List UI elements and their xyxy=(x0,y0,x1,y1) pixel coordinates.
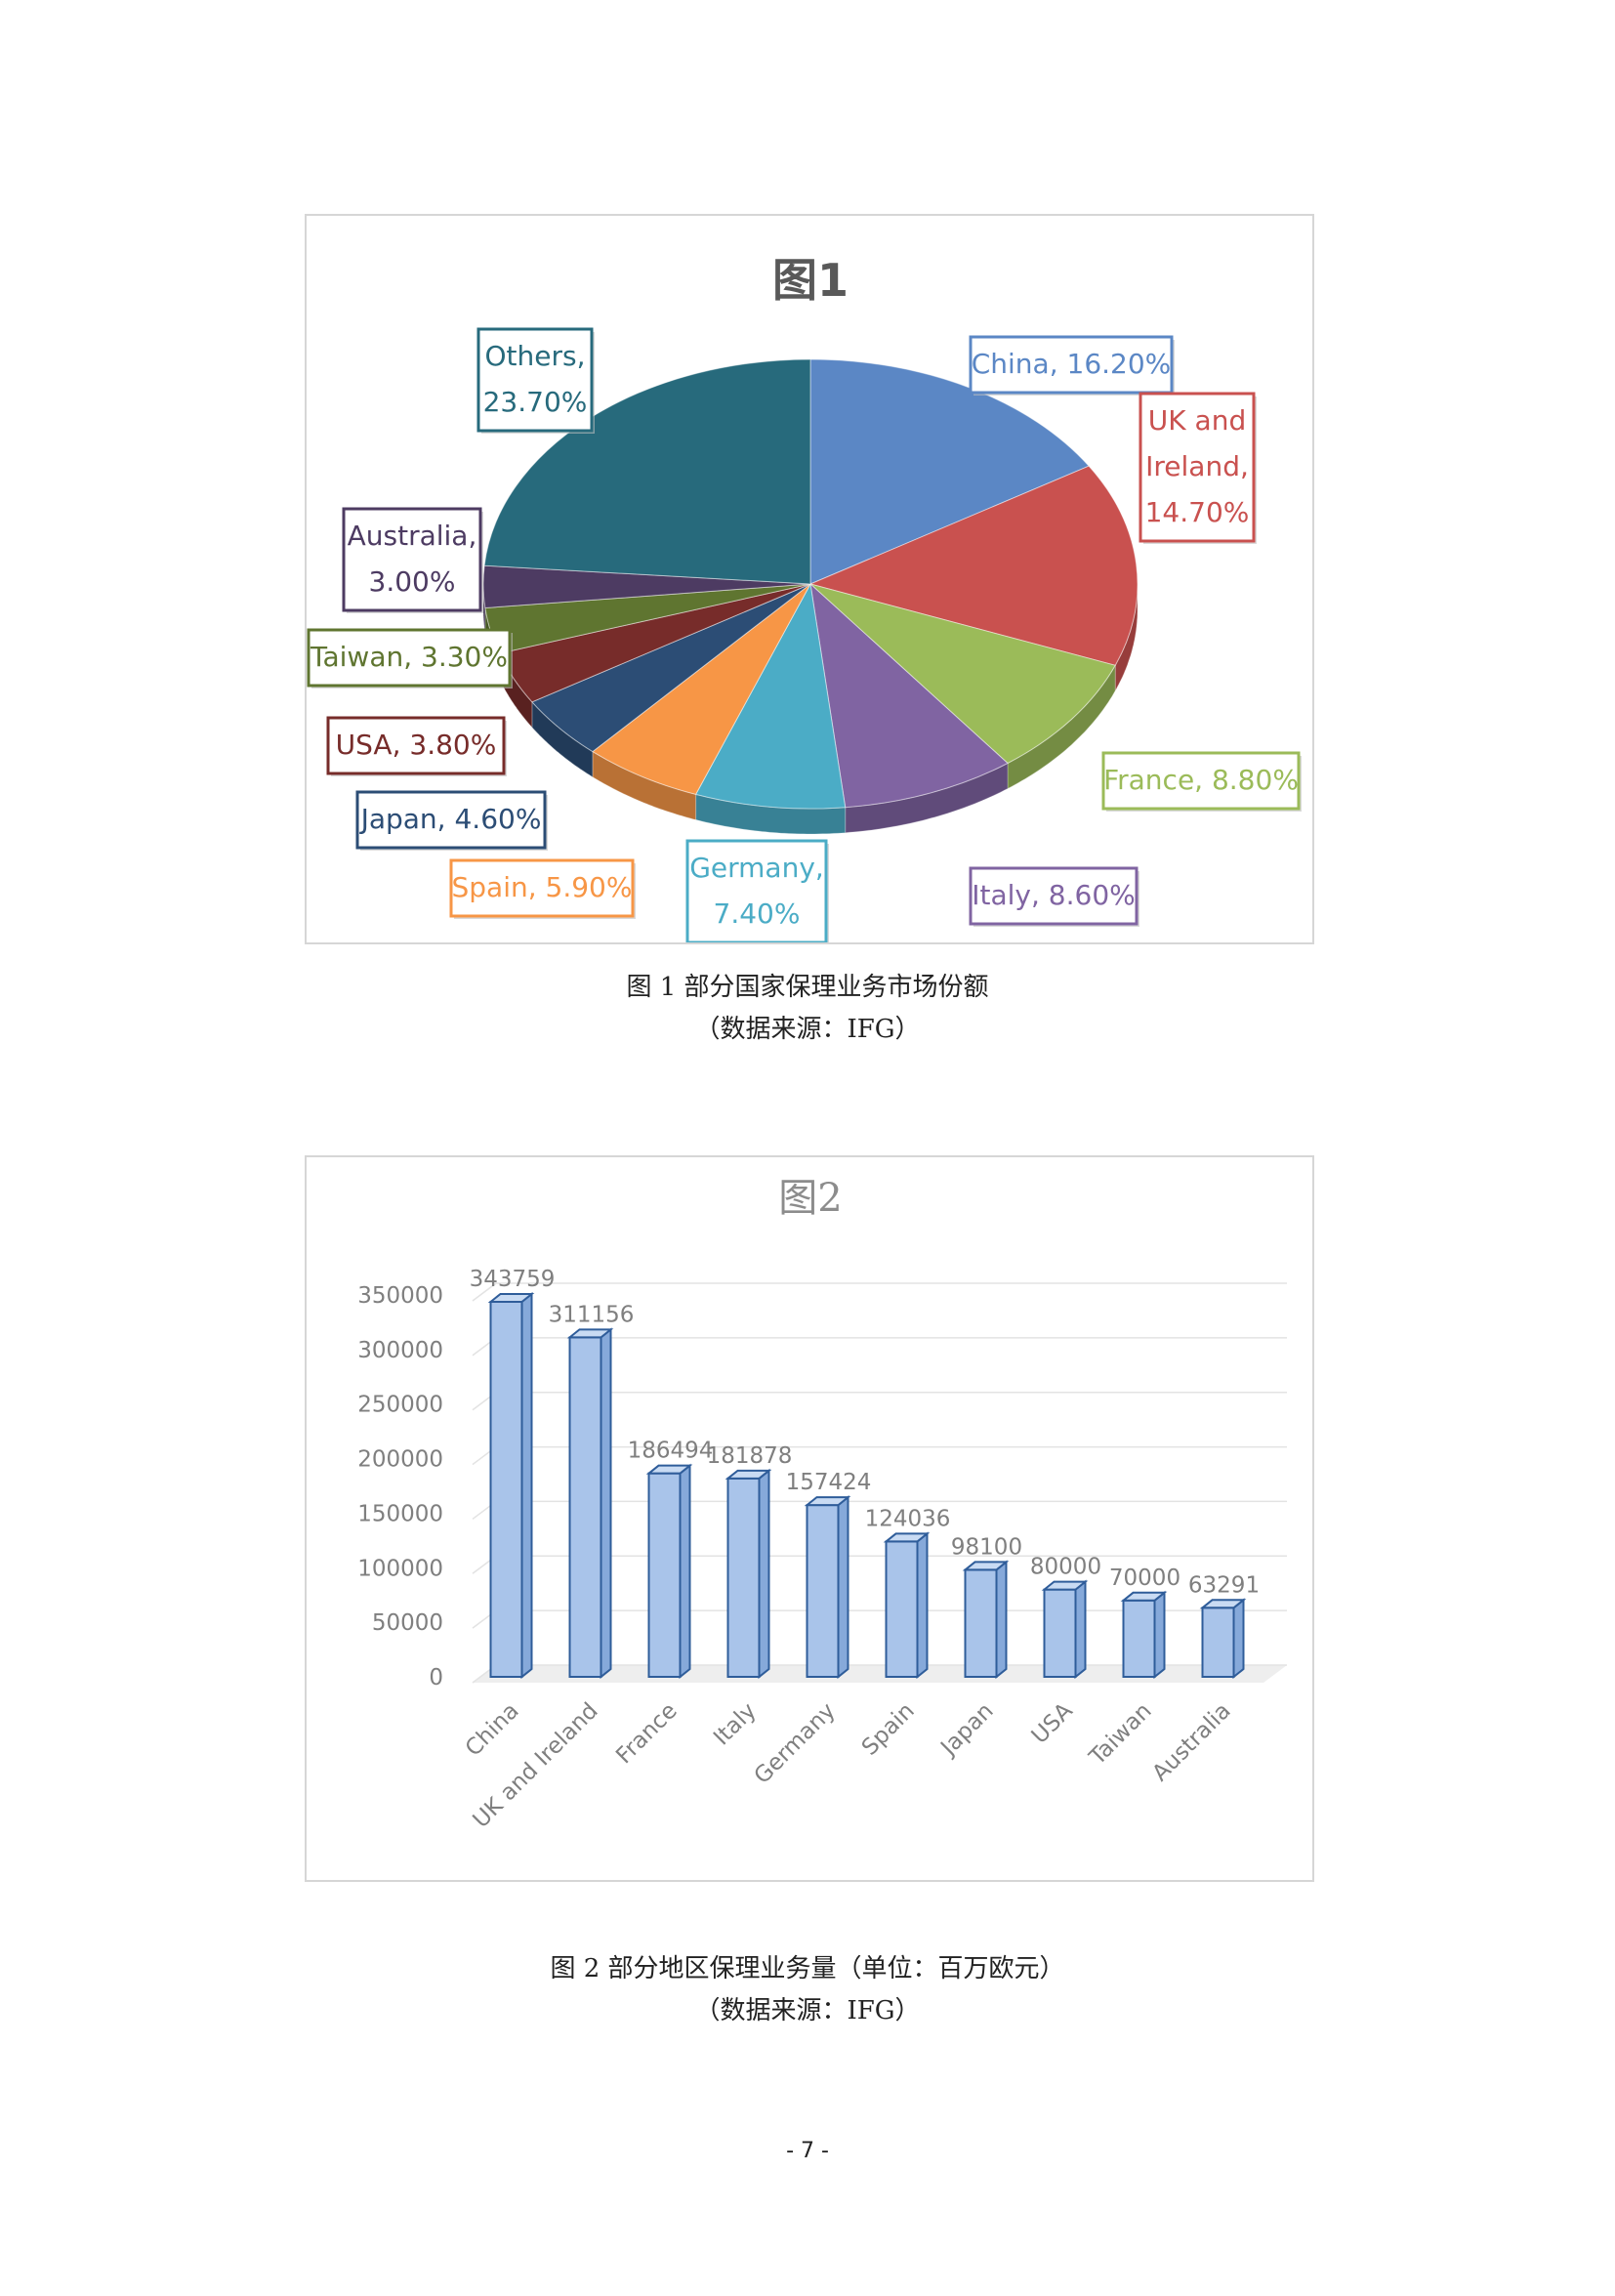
bar-spain xyxy=(883,1531,931,1680)
x-tick-label: Australia xyxy=(1147,1698,1235,1786)
bar-china xyxy=(487,1291,535,1680)
x-tick-label: Italy xyxy=(709,1698,762,1751)
pie-label-taiwan: Taiwan, 3.30% xyxy=(307,628,513,689)
y-tick-label: 0 xyxy=(429,1665,443,1691)
bar-value-label: 157424 xyxy=(786,1470,872,1495)
pie-label-spain: Spain, 5.90% xyxy=(449,858,636,919)
pie-label-text: UK and Ireland, 14.70% xyxy=(1145,404,1250,528)
x-tick-label: Spain xyxy=(857,1698,920,1761)
figure1-caption: 图 1 部分国家保理业务市场份额 xyxy=(626,973,989,1002)
pie-label-text: China, 16.20% xyxy=(972,348,1172,380)
pie-chart-title: 图1 xyxy=(772,254,849,307)
bar-germany xyxy=(804,1495,851,1680)
figure1-source: （数据来源：IFG） xyxy=(694,1015,921,1044)
bar-chart-title: 图2 xyxy=(778,1176,842,1221)
page-number: - 7 - xyxy=(786,2139,829,2163)
pie-label-text: USA, 3.80% xyxy=(336,729,497,761)
bar-value-label: 186494 xyxy=(628,1439,714,1464)
bar-chart-frame: 图2 0 50000 100000 150000 200000 250000 300000 3… xyxy=(305,1155,1314,1882)
pie-label-china: China, 16.20% xyxy=(969,335,1175,396)
bar-uk-and-ireland xyxy=(566,1327,614,1680)
x-tick-label: France xyxy=(611,1698,682,1769)
pie-slice-germany xyxy=(694,582,847,810)
pie-label-uk-and-ireland: UK and Ireland, 14.70% xyxy=(1139,392,1257,544)
pie-label-text: Japan, 4.60% xyxy=(359,803,542,835)
x-tick-label: China xyxy=(461,1698,524,1762)
pie-label-germany: Germany, 7.40% xyxy=(685,839,829,945)
bar-france xyxy=(645,1463,693,1680)
bar-taiwan xyxy=(1120,1590,1168,1680)
pie-label-text: Spain, 5.90% xyxy=(452,871,633,903)
bar-value-label: 343759 xyxy=(470,1267,556,1292)
bar-value-label: 124036 xyxy=(865,1506,951,1531)
pie-label-australia: Australia, 3.00% xyxy=(342,507,483,613)
pie-slice-italy xyxy=(809,582,1009,809)
pie-chart-frame: 图1 China, 16.20% UK and Ireland, 14.70% Fran… xyxy=(305,214,1314,945)
pie-label-japan: Japan, 4.60% xyxy=(355,790,548,851)
pie-slice-spain xyxy=(592,583,811,795)
bar-usa xyxy=(1041,1579,1089,1680)
x-tick-label: USA xyxy=(1027,1698,1078,1749)
x-tick-label: Taiwan xyxy=(1084,1698,1156,1771)
bar-australia xyxy=(1199,1598,1247,1680)
pie-chart: 图1 China, 16.20% UK and Ireland, 14.70% Fran… xyxy=(307,254,1302,945)
pie-label-others: Others, 23.70% xyxy=(476,327,595,434)
y-tick-label: 300000 xyxy=(357,1338,443,1363)
bar-value-label: 311156 xyxy=(549,1302,635,1327)
pie-label-text: Taiwan, 3.30% xyxy=(310,641,508,673)
y-tick-label: 350000 xyxy=(357,1283,443,1309)
x-tick-label: Germany xyxy=(750,1698,841,1789)
pie-label-text: Germany, 7.40% xyxy=(689,852,824,930)
y-tick-label: 200000 xyxy=(357,1447,443,1473)
pie-label-france: France, 8.80% xyxy=(1101,751,1302,812)
y-tick-label: 100000 xyxy=(357,1556,443,1581)
pie-label-text: Others, 23.70% xyxy=(483,340,588,418)
bar-japan xyxy=(962,1560,1010,1680)
bar-value-label: 98100 xyxy=(951,1534,1022,1560)
y-tick-label: 50000 xyxy=(372,1610,443,1636)
bar-value-label: 63291 xyxy=(1188,1572,1260,1598)
pie-label-usa: USA, 3.80% xyxy=(326,716,507,776)
pie-slice-france xyxy=(809,583,1116,765)
y-tick-label: 250000 xyxy=(357,1393,443,1418)
figure2-source: （数据来源：IFG） xyxy=(694,1996,921,2025)
pie-label-text: Italy, 8.60% xyxy=(972,879,1136,911)
bar-italy xyxy=(725,1468,772,1680)
bar-value-label: 70000 xyxy=(1109,1565,1180,1591)
y-tick-label: 150000 xyxy=(357,1501,443,1526)
bar-value-label: 80000 xyxy=(1030,1555,1101,1580)
bar-value-label: 181878 xyxy=(707,1443,793,1469)
bar-chart: 图2 0 50000 100000 150000 200000 250000 300000 3… xyxy=(357,1176,1287,1833)
pie-slice-uk-and-ireland xyxy=(808,465,1139,666)
pie-label-text: Australia, 3.00% xyxy=(348,520,477,598)
pie-label-text: France, 8.80% xyxy=(1103,764,1299,796)
x-tick-label: Japan xyxy=(935,1698,999,1762)
figure2-caption: 图 2 部分地区保理业务量（单位：百万欧元） xyxy=(550,1954,1065,1983)
pie-label-italy: Italy, 8.60% xyxy=(969,866,1139,927)
